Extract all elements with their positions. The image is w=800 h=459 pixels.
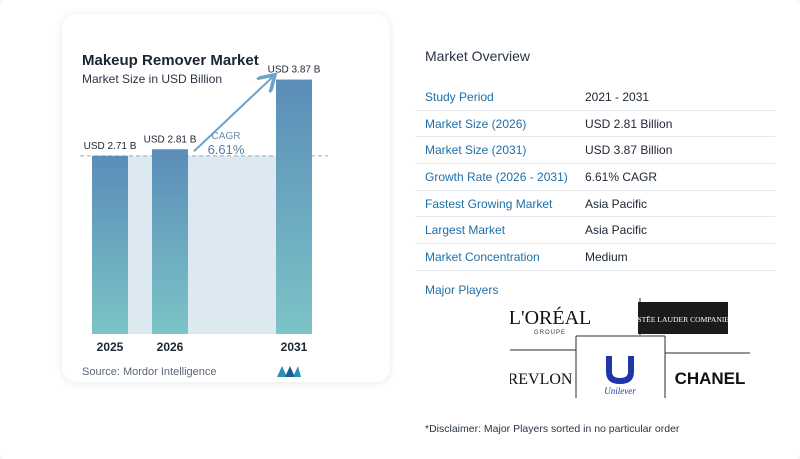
chart-subtitle: Market Size in USD Billion: [82, 72, 223, 86]
overview-row-value: USD 2.81 Billion: [585, 116, 673, 131]
major-players-title: Major Players: [425, 283, 499, 297]
revlon-logo: REVLON: [510, 371, 573, 388]
source-note: Source: Mordor Intelligence: [82, 366, 217, 378]
bar-2026: [152, 149, 188, 334]
unilever-logo: Unilever: [604, 386, 636, 396]
loreal-logo: L'ORÉAL: [510, 306, 591, 329]
chanel-logo: CHANEL: [675, 369, 746, 388]
bar-chart: USD 2.71 B 2025 USD 2.81 B 2026 USD 3.87 B 20…: [80, 65, 328, 354]
bar-value-label: USD 2.81 B: [144, 134, 197, 145]
overview-row: Market Size (2026) USD 2.81 Billion: [415, 111, 775, 138]
overview-row-value: 6.61% CAGR: [585, 169, 658, 184]
loreal-groupe-text: GROUPE: [534, 330, 566, 336]
overview-table: Study Period 2021 - 2031 Market Size (2026…: [415, 84, 775, 271]
estee-lauder-logo-box: [638, 302, 728, 334]
overview-row: Study Period 2021 - 2031: [415, 84, 775, 111]
cagr-value: 6.61%: [208, 142, 245, 157]
market-overview: Market Overview Study Period 2021 - 2031 M…: [415, 0, 775, 459]
overview-row-label: Largest Market: [425, 223, 506, 238]
bar-value-label: USD 3.87 B: [268, 65, 321, 76]
x-tick-label: 2026: [157, 340, 184, 354]
overview-row-value: 2021 - 2031: [585, 89, 650, 104]
overview-row: Market Size (2031) USD 3.87 Billion: [415, 137, 775, 165]
unilever-logo-icon: [606, 356, 634, 384]
bar-value-label: USD 2.71 B: [84, 141, 137, 152]
overview-row-label: Market Concentration: [425, 249, 540, 264]
overview-row: Fastest Growing Market Asia Pacific: [415, 191, 775, 218]
overview-row-label: Growth Rate (2026 - 2031): [425, 169, 568, 184]
overview-row-label: Market Size (2031): [425, 143, 527, 158]
cagr-arrow: [193, 78, 272, 152]
disclaimer: *Disclaimer: Major Players sorted in no …: [425, 423, 680, 435]
estee-lauder-logo: ESTĒE LAUDER COMPANIES: [633, 315, 734, 324]
major-players-logos: L'ORÉAL GROUPE ESTĒE LAUDER COMPANIES RE…: [510, 298, 750, 398]
overview-row: Largest Market Asia Pacific: [415, 217, 775, 245]
overview-row-label: Market Size (2026): [425, 116, 527, 131]
bar-2031: [276, 79, 312, 335]
overview-row: Market Concentration Medium: [415, 244, 775, 271]
reference-band: [92, 155, 312, 334]
x-tick-label: 2031: [281, 340, 308, 354]
overview-row: Growth Rate (2026 - 2031) 6.61% CAGR: [415, 164, 775, 191]
overview-row-value: Asia Pacific: [585, 223, 648, 238]
chart-title: Makeup Remover Market: [82, 52, 259, 69]
overview-row-label: Study Period: [425, 89, 494, 104]
bar-2025: [92, 155, 128, 334]
chart-card: Makeup Remover Market Market Size in USD…: [62, 14, 390, 382]
x-tick-label: 2025: [97, 340, 124, 354]
mordor-logo-icon: [277, 366, 301, 377]
overview-row-label: Fastest Growing Market: [425, 196, 553, 211]
overview-title: Market Overview: [425, 48, 531, 64]
overview-row-value: USD 3.87 Billion: [585, 143, 673, 158]
cagr-label: CAGR: [212, 131, 241, 142]
overview-row-value: Medium: [585, 249, 628, 264]
overview-row-value: Asia Pacific: [585, 196, 648, 211]
